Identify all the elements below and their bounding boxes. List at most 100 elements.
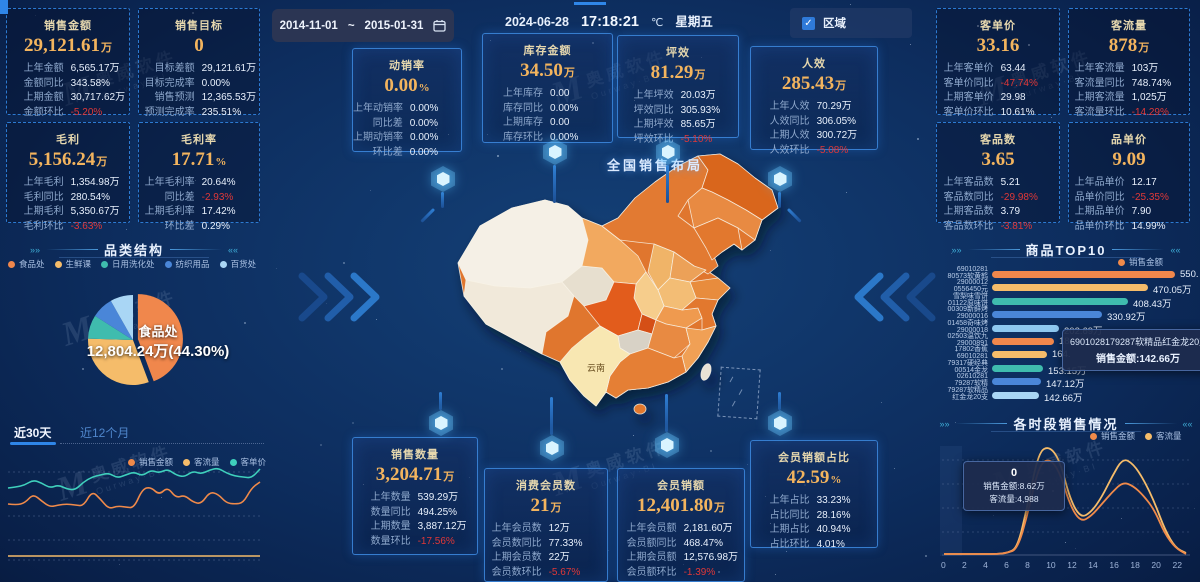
legend-item[interactable]: 百货处 [220, 258, 257, 270]
kpi-row: 品单价环比 14.99% [1069, 220, 1189, 235]
kpi-value: 33.16 [937, 35, 1059, 57]
calendar-icon[interactable] [433, 19, 446, 32]
legend-item[interactable]: 客流量 [1145, 430, 1182, 442]
top10-bar[interactable] [992, 325, 1059, 332]
map-title: 全国销售布局 [570, 155, 740, 174]
top10-bar[interactable] [992, 311, 1102, 318]
kpi-row-value: 22万 [549, 551, 607, 566]
card-price-per-customer: 客单价 33.16 上年客单价 63.44 客单价同比 -47.74% 上期客单价 29.98… [936, 8, 1060, 115]
kpi-row-label: 目标差额 [139, 62, 195, 77]
kpi-row-value: 30,717.62万 [71, 91, 129, 106]
kpi-row-label: 坪效同比 [618, 104, 674, 119]
legend-item[interactable]: 销售金额 [1118, 256, 1163, 268]
kpi-row-label: 上期客单价 [937, 91, 994, 106]
x-tick: 6 [1004, 560, 1009, 570]
kpi-row: 同比差 0.00% [353, 117, 461, 132]
kpi-row-value: 468.47% [684, 537, 744, 552]
top10-label: 02610281 79287软精 [934, 373, 988, 387]
kpi-row-value: -5.67% [549, 566, 607, 581]
province-xinjiang[interactable] [458, 200, 588, 288]
kpi-row-value: 343.58% [71, 77, 129, 92]
kpi-row: 会员数同比 77.33% [485, 537, 607, 552]
kpi-row-value: 7.90 [1132, 205, 1189, 220]
legend-item[interactable]: 纺织用品 [165, 258, 210, 270]
legend-item[interactable]: 客单价 [230, 456, 267, 468]
kpi-row-label: 客流量环比 [1069, 106, 1125, 121]
top10-bar[interactable] [992, 392, 1039, 399]
kpi-row-value: -2.93% [202, 191, 259, 206]
kpi-row-value: -5.08% [817, 144, 877, 159]
province-hainan[interactable] [634, 404, 646, 414]
kpi-row-label: 上年库存 [483, 87, 543, 102]
kpi-row-value: 40.94% [817, 523, 877, 538]
legend-label: 生鲜课 [66, 258, 92, 270]
province-shandong[interactable] [690, 278, 730, 300]
top10-bar[interactable] [992, 365, 1043, 372]
kpi-row-label: 上年客单价 [937, 62, 994, 77]
top10-bar[interactable] [992, 298, 1128, 305]
top10-bar[interactable] [992, 271, 1175, 278]
tab-last-12-months[interactable]: 近12个月 [80, 424, 129, 441]
top10-bar[interactable] [992, 284, 1148, 291]
top10-bar[interactable] [992, 351, 1047, 358]
legend-dot [101, 261, 108, 268]
star-dot [850, 4, 851, 5]
kpi-unit: 万 [96, 156, 107, 168]
card-gross-margin: 毛利率 17.71% 上年毛利率 20.64% 同比差 -2.93% 上期毛利率 17.42%… [138, 122, 260, 223]
kpi-row-value: 20.64% [202, 176, 259, 191]
kpi-row: 上期客流量 1,025万 [1069, 91, 1189, 106]
kpi-row-label: 上期库存 [483, 116, 543, 131]
kpi-rows: 上年占比 33.23% 占比同比 28.16% 上期占比 40.94% 占比环比 4.01% [751, 494, 877, 552]
region-select[interactable]: ✓ 区域 [790, 8, 912, 38]
dashboard-root: 2014-11-01 ~ 2015-01-31 2024-06-28 17:18… [0, 0, 1200, 582]
kpi-row-label: 上期毛利 [7, 205, 64, 220]
top10-bar[interactable] [992, 378, 1041, 385]
kpi-row-label: 上期人效 [751, 129, 810, 144]
card-items-per-customer: 客品数 3.65 上年客品数 5.21 客品数同比 -29.98% 上期客品数 3.79 客品数… [936, 122, 1060, 223]
kpi-row-value: -1.39% [684, 566, 744, 581]
top10-label: 79287软精品 红金龙20支 [934, 387, 988, 401]
kpi-row: 客品数环比 -3.81% [937, 220, 1059, 235]
legend-item[interactable]: 食品处 [8, 258, 45, 270]
kpi-row: 目标差额 29,121.61万 [139, 62, 259, 77]
pie-callout: 食品处 12,804.24万(44.30%) [52, 321, 264, 361]
legend-item[interactable]: 生鲜课 [55, 258, 92, 270]
legend-item[interactable]: 日用洗化处 [101, 258, 155, 270]
kpi-row: 上期占比 40.94% [751, 523, 877, 538]
region-checkbox[interactable]: ✓ [802, 17, 815, 30]
kpi-value: 3,204.71万 [353, 464, 477, 486]
kpi-row-label: 品单价同比 [1069, 191, 1125, 206]
date-range-picker[interactable]: 2014-11-01 ~ 2015-01-31 [272, 9, 454, 42]
card-sales-qty: 销售数量 3,204.71万 上年数量 539.29万 数量同比 494.25% 上期数量 3… [352, 437, 478, 555]
kpi-unit: 万 [1138, 42, 1149, 54]
clock: 2024-06-28 17:18:21 ℃ 星期五 [505, 11, 735, 30]
kpi-row-value: -47.74% [1001, 77, 1059, 92]
hex-node [768, 410, 792, 436]
kpi-row: 占比环比 4.01% [751, 538, 877, 553]
legend-item[interactable]: 客流量 [183, 456, 220, 468]
trend-line-chart[interactable] [0, 452, 268, 580]
legend-item[interactable]: 销售金额 [1090, 430, 1135, 442]
kpi-row: 客单价环比 10.61% [937, 106, 1059, 121]
x-tick: 16 [1109, 560, 1118, 570]
clock-weekday: 星期五 [675, 11, 713, 30]
kpi-rows: 上年毛利率 20.64% 同比差 -2.93% 上期毛利率 17.42% 环比差 0.29% [139, 176, 259, 234]
top10-row[interactable]: 79287软精品 红金龙20支 142.66万 [934, 389, 1200, 402]
tooltip-hour: 0 [971, 467, 1057, 479]
star-dot [710, 450, 712, 452]
star-dot [747, 464, 748, 465]
legend-dot [1118, 259, 1125, 266]
province-fujian-zhejiang[interactable] [682, 326, 716, 372]
date-separator: ~ [348, 20, 355, 32]
kpi-row-value: 539.29万 [418, 491, 477, 506]
tab-last-30-days[interactable]: 近30天 [14, 424, 51, 441]
top10-bar[interactable] [992, 338, 1054, 345]
card-inventory: 库存金额 34.50万 上年库存 0.00 库存同比 0.00% 上期库存 0.00 库存环比 0… [482, 33, 613, 143]
kpi-row: 库存同比 0.00% [483, 102, 612, 117]
kpi-row: 毛利环比 -3.63% [7, 220, 129, 235]
province-taiwan[interactable] [699, 363, 713, 382]
legend-item[interactable]: 销售金额 [128, 456, 173, 468]
decor-arrows-left-icon: »» [939, 419, 949, 429]
kpi-row-value: 12,576.98万 [684, 551, 744, 566]
top10-label: 69010281 80573软黄鹤 [934, 266, 988, 280]
